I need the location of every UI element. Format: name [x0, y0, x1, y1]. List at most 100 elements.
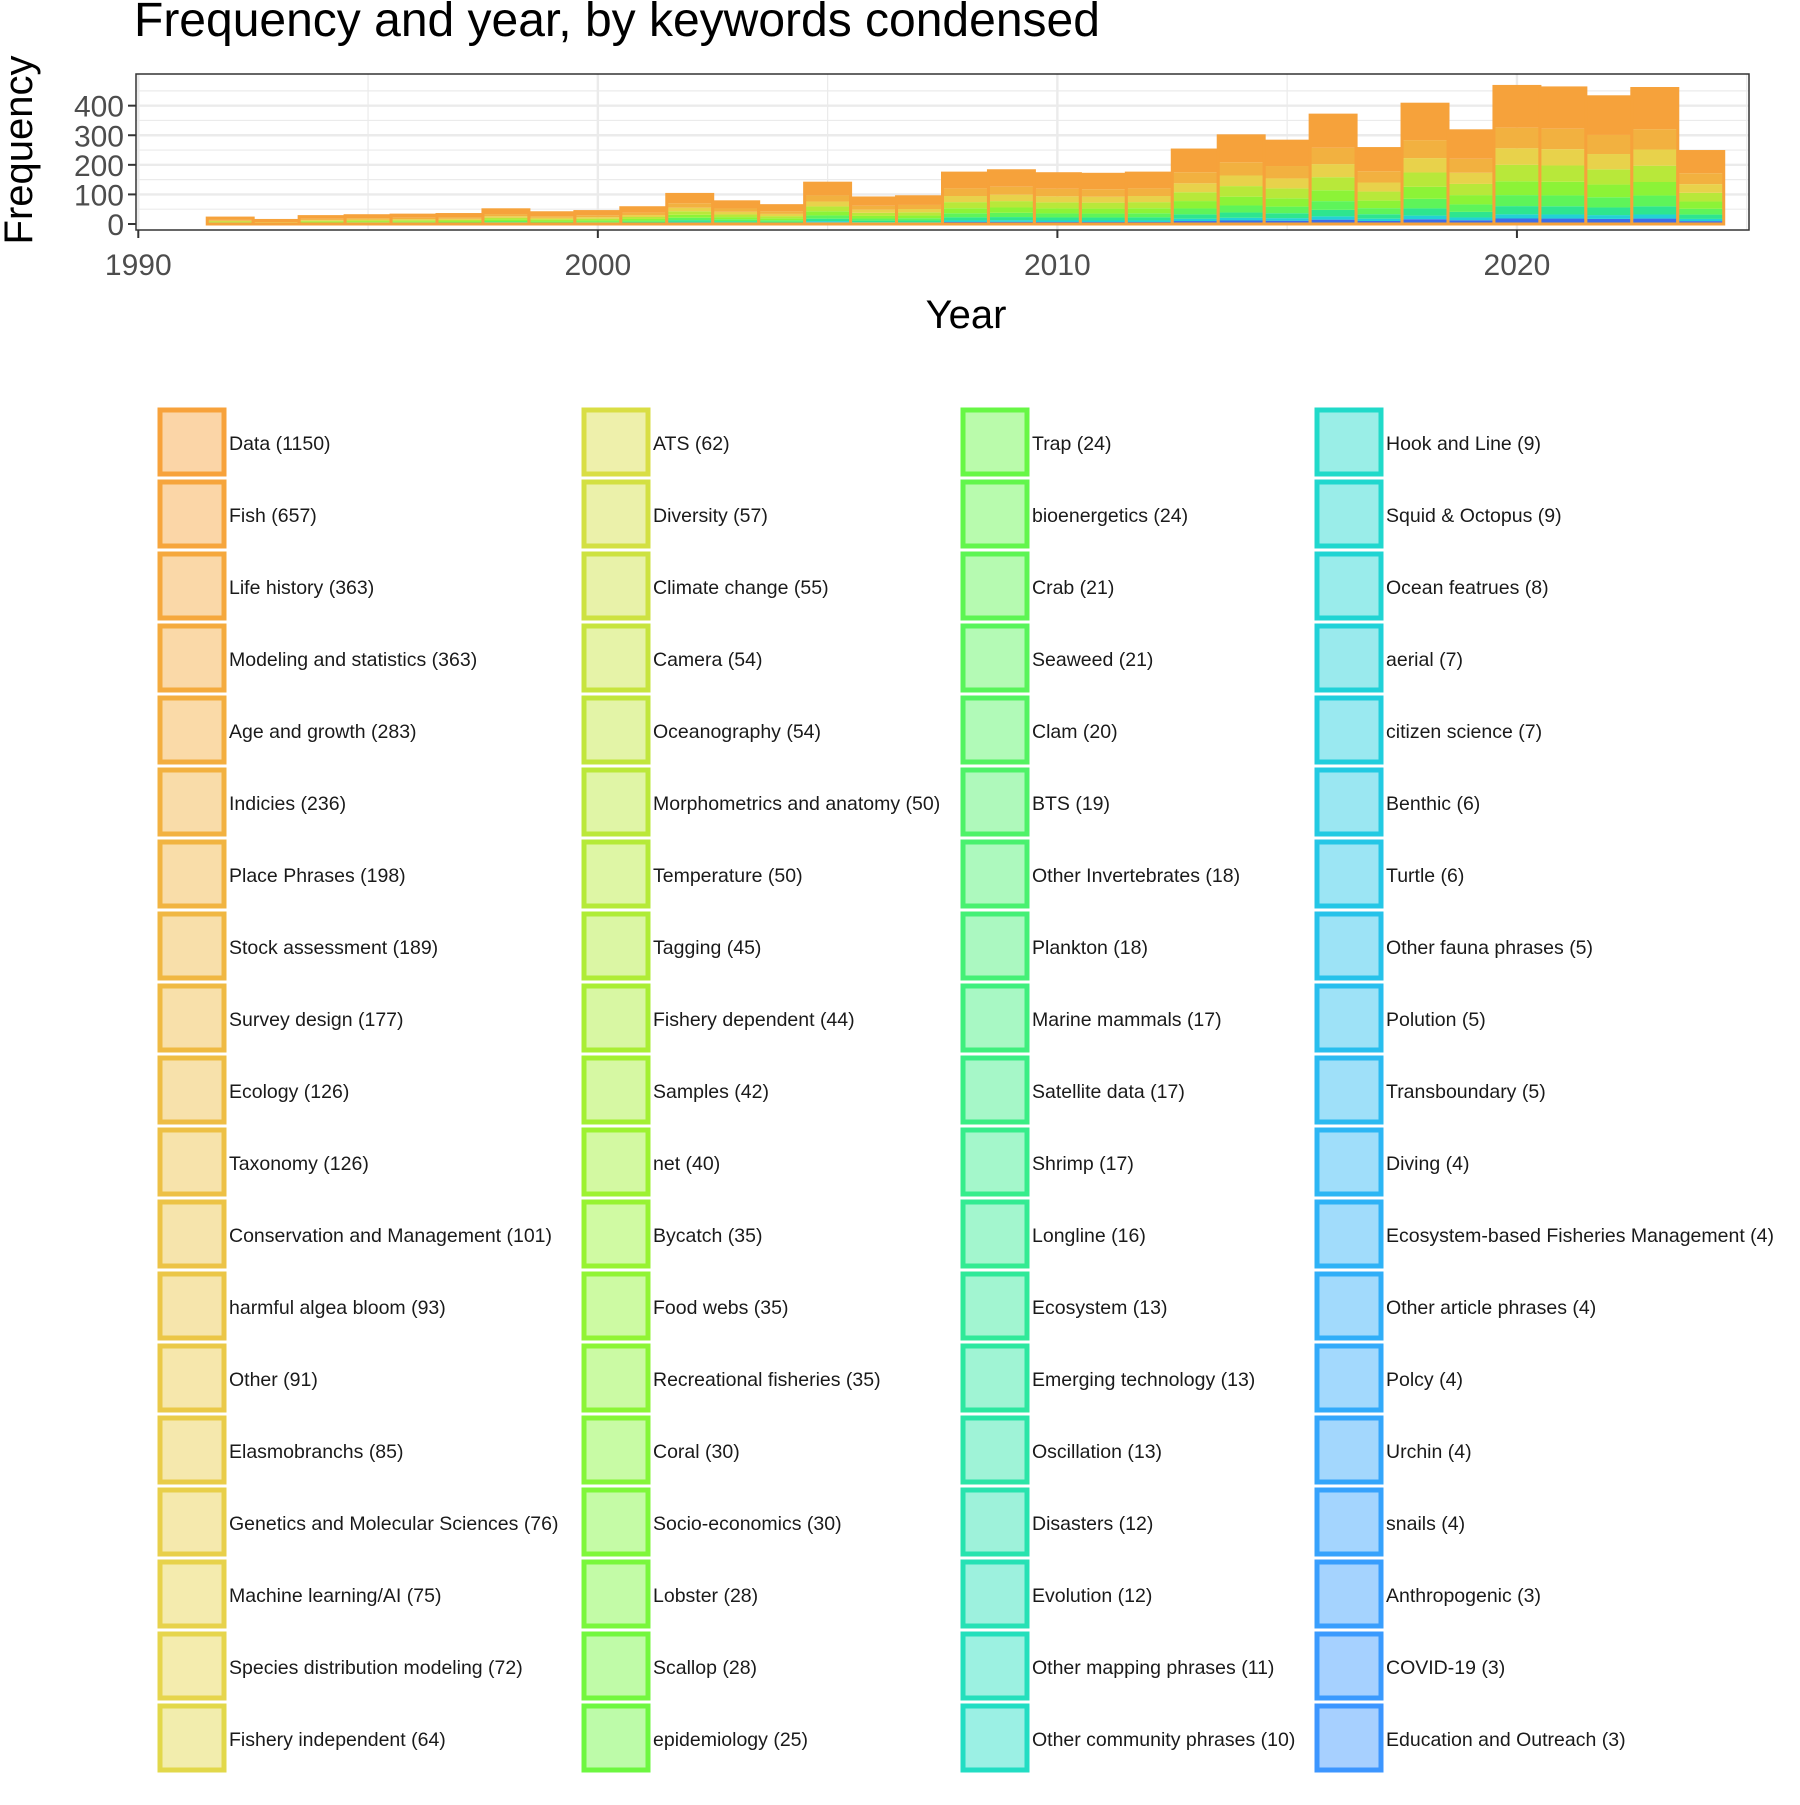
legend-label: ATS (62) [653, 433, 730, 455]
bar-segment [621, 221, 667, 222]
chart-title: Frequency and year, by keywords condense… [134, 0, 1100, 47]
bar-segment [1448, 204, 1494, 211]
bar-segment [805, 215, 851, 218]
bar-segment [759, 216, 805, 218]
bar-segment [207, 221, 253, 222]
bar-segment [1218, 205, 1264, 212]
legend-label: Squid & Octopus (9) [1386, 505, 1562, 527]
bar-2024 [1678, 152, 1724, 224]
bar-segment [1632, 206, 1678, 214]
bar-segment [1264, 213, 1310, 218]
legend-item: BTS (19) [963, 770, 1110, 834]
legend-item: Satellite data (17) [963, 1058, 1185, 1122]
legend-label: Diving (4) [1386, 1153, 1469, 1175]
legend-label: Other fauna phrases (5) [1386, 937, 1593, 959]
bar-segment [988, 220, 1034, 222]
legend-item: Lobster (28) [584, 1562, 758, 1626]
bar-segment [1678, 215, 1724, 219]
bar-2012 [1126, 173, 1172, 224]
legend-swatch [1317, 1274, 1381, 1338]
legend-label: Conservation and Management (101) [229, 1225, 552, 1247]
legend-label: Fish (657) [229, 505, 317, 527]
bar-segment [575, 215, 621, 217]
bar-segment [759, 218, 805, 220]
bar-segment [1080, 209, 1126, 214]
bar-1999 [529, 213, 575, 224]
bar-2010 [1034, 174, 1080, 224]
bar-2008 [943, 173, 989, 224]
legend-swatch [160, 770, 224, 834]
bar-segment [713, 219, 759, 221]
legend-item: Life history (363) [160, 554, 374, 618]
bar-segment [1494, 86, 1540, 127]
bar-segment [713, 221, 759, 222]
bar-segment [1126, 188, 1172, 196]
bar-segment [897, 218, 943, 220]
bar-2022 [1586, 97, 1632, 224]
bar-segment [1264, 218, 1310, 220]
legend-label: Trap (24) [1032, 433, 1111, 455]
bar-2004 [759, 206, 805, 224]
legend-swatch [160, 554, 224, 618]
legend-label: COVID-19 (3) [1386, 1657, 1505, 1679]
bar-segment [483, 218, 529, 220]
legend-swatch [160, 1706, 224, 1770]
bar-segment [345, 221, 391, 222]
bar-segment [299, 222, 345, 223]
bar-segment [988, 217, 1034, 220]
bar-segment [713, 212, 759, 215]
bar-segment [1632, 149, 1678, 165]
legend-label: Hook and Line (9) [1386, 433, 1541, 455]
bar-segment [1264, 141, 1310, 166]
legend-swatch [963, 1274, 1027, 1338]
legend-swatch [584, 1130, 648, 1194]
bar-segment [1080, 214, 1126, 218]
y-tick-label: 300 [74, 120, 124, 153]
bar-segment [529, 216, 575, 218]
legend-item: Camera (54) [584, 626, 762, 690]
y-tick-label: 0 [107, 209, 124, 242]
bar-segment [851, 206, 897, 210]
bar-segment [1310, 216, 1356, 219]
bar-segment [1080, 203, 1126, 209]
legend-swatch [160, 1058, 224, 1122]
bar-segment [1678, 219, 1724, 221]
bar-segment [1172, 201, 1218, 208]
legend-item: Other mapping phrases (11) [963, 1634, 1274, 1698]
bar-segment [1448, 212, 1494, 218]
legend-label: Crab (21) [1032, 577, 1114, 599]
bar-segment [988, 187, 1034, 195]
legend-label: Other Invertebrates (18) [1032, 865, 1240, 887]
legend-swatch [160, 410, 224, 474]
bar-segment [575, 220, 621, 221]
legend-label: Lobster (28) [653, 1585, 758, 1607]
legend-swatch [1317, 770, 1381, 834]
legend-label: Samples (42) [653, 1081, 769, 1103]
legend-swatch [1317, 842, 1381, 906]
legend-item: Fish (657) [160, 482, 317, 546]
bar-segment [1080, 221, 1126, 222]
bar-segment [1218, 176, 1264, 187]
legend-swatch [963, 1490, 1027, 1554]
bar-segment [483, 214, 529, 216]
bar-segment [1356, 171, 1402, 182]
legend-label: Ocean featrues (8) [1386, 577, 1549, 599]
bar-1994 [299, 217, 345, 224]
bar-segment [943, 217, 989, 220]
legend-label: Scallop (28) [653, 1657, 757, 1679]
legend-swatch [584, 1634, 648, 1698]
legend-swatch [963, 554, 1027, 618]
bar-segment [1356, 183, 1402, 192]
legend-label: Plankton (18) [1032, 937, 1148, 959]
bar-segment [1126, 202, 1172, 208]
legend-swatch [963, 410, 1027, 474]
bar-segment [897, 220, 943, 222]
x-tick-label: 2000 [564, 249, 631, 282]
bar-segment [1402, 216, 1448, 220]
bar-segment [1126, 196, 1172, 202]
legend-item: Oscillation (13) [963, 1418, 1162, 1482]
bar-segment [1034, 196, 1080, 202]
legend-label: Place Phrases (198) [229, 865, 406, 887]
legend-item: Scallop (28) [584, 1634, 757, 1698]
